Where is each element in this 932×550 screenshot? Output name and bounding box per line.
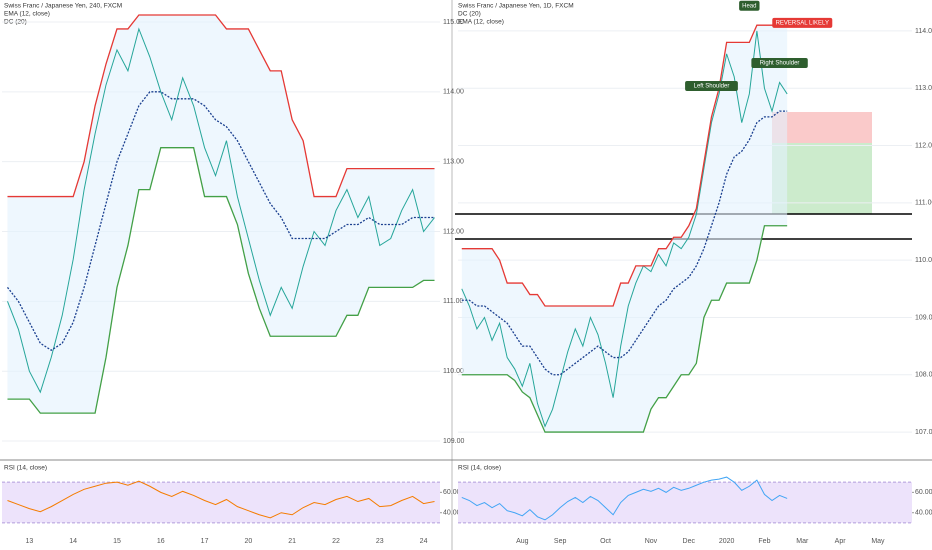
x-tick-label: 14 — [69, 538, 77, 545]
x-tick-label: 20 — [244, 538, 252, 545]
annotation-box — [685, 80, 738, 91]
pane-title: RSI (14, close) — [458, 465, 501, 472]
legend-entry: EMA (12, close) — [458, 19, 504, 26]
annotation: Left Shoulder — [694, 84, 730, 90]
x-tick-label: 24 — [420, 538, 428, 545]
x-tick-label: Mar — [796, 538, 809, 545]
y-tick-label: 107.00 — [915, 429, 932, 436]
y-tick-label: 114.00 — [443, 89, 464, 96]
y-tick-label: 112.00 — [915, 142, 932, 149]
rsi-band — [458, 482, 912, 523]
x-tick-label: 15 — [113, 538, 121, 545]
y-tick-label: 115.00 — [443, 19, 464, 26]
x-tick-label: Oct — [600, 538, 611, 545]
x-tick-label: Dec — [683, 538, 696, 545]
x-tick-label: Sep — [554, 538, 567, 545]
chart-title: Swiss Franc / Japanese Yen, 1D, FXCM — [458, 3, 574, 10]
series-line-1 — [461, 24, 788, 307]
series-line — [461, 30, 788, 428]
series-line — [461, 476, 788, 521]
y-tick-label: 109.00 — [915, 314, 932, 321]
x-tick-label: Aug — [516, 538, 529, 545]
y-tick-label: 40.00 — [443, 510, 461, 517]
y-tick-label: 113.00 — [443, 159, 464, 166]
annotation-box — [751, 58, 808, 69]
legend-entry: EMA (12, close) — [4, 11, 50, 18]
y-tick-label: 112.00 — [443, 228, 464, 235]
annotation-box — [739, 0, 760, 11]
risk-box — [772, 112, 872, 143]
x-tick-label: May — [871, 538, 885, 545]
channel-fill — [7, 14, 435, 414]
x-tick-label: 21 — [288, 538, 296, 545]
annotation: Right Shoulder — [760, 61, 800, 67]
series-line — [7, 480, 435, 519]
chart-title: Swiss Franc / Japanese Yen, 240, FXCM — [4, 3, 122, 10]
annotation-box — [772, 17, 833, 28]
series-line-1 — [7, 14, 435, 198]
y-tick-label: 109.00 — [443, 438, 465, 445]
x-tick-label: 22 — [332, 538, 340, 545]
series-line-3 — [461, 110, 788, 376]
annotation: Head — [742, 3, 756, 9]
y-tick-label: 108.00 — [915, 372, 932, 379]
y-tick-label: 110.00 — [915, 257, 932, 264]
annotation: REVERSAL LIKELY — [776, 21, 829, 27]
x-tick-label: Apr — [835, 538, 847, 545]
y-tick-label: 110.00 — [443, 368, 464, 375]
series-line — [7, 27, 435, 394]
x-tick-label: 23 — [376, 538, 384, 545]
series-line-2 — [461, 225, 788, 433]
x-tick-label: 17 — [201, 538, 209, 545]
y-tick-label: 114.00 — [915, 28, 932, 35]
x-tick-label: Feb — [758, 538, 770, 545]
channel-fill — [461, 25, 788, 433]
series-line-2 — [7, 147, 435, 414]
x-tick-label: Nov — [645, 538, 658, 545]
y-tick-label: 111.00 — [443, 298, 463, 305]
y-tick-label: 111.00 — [915, 200, 932, 207]
y-tick-label: 60.00 — [443, 489, 461, 496]
y-tick-label: 60.00 — [915, 489, 932, 496]
series-line-3 — [6, 91, 435, 352]
legend-entry: DC (20) — [458, 11, 481, 18]
y-tick-label: 40.00 — [915, 510, 932, 517]
x-tick-label: 2020 — [719, 538, 735, 545]
x-tick-label: 16 — [157, 538, 165, 545]
pane-title: RSI (14, close) — [4, 465, 47, 472]
x-tick-label: 13 — [25, 538, 33, 545]
y-tick-label: 113.00 — [915, 85, 932, 92]
reward-box — [772, 143, 872, 214]
